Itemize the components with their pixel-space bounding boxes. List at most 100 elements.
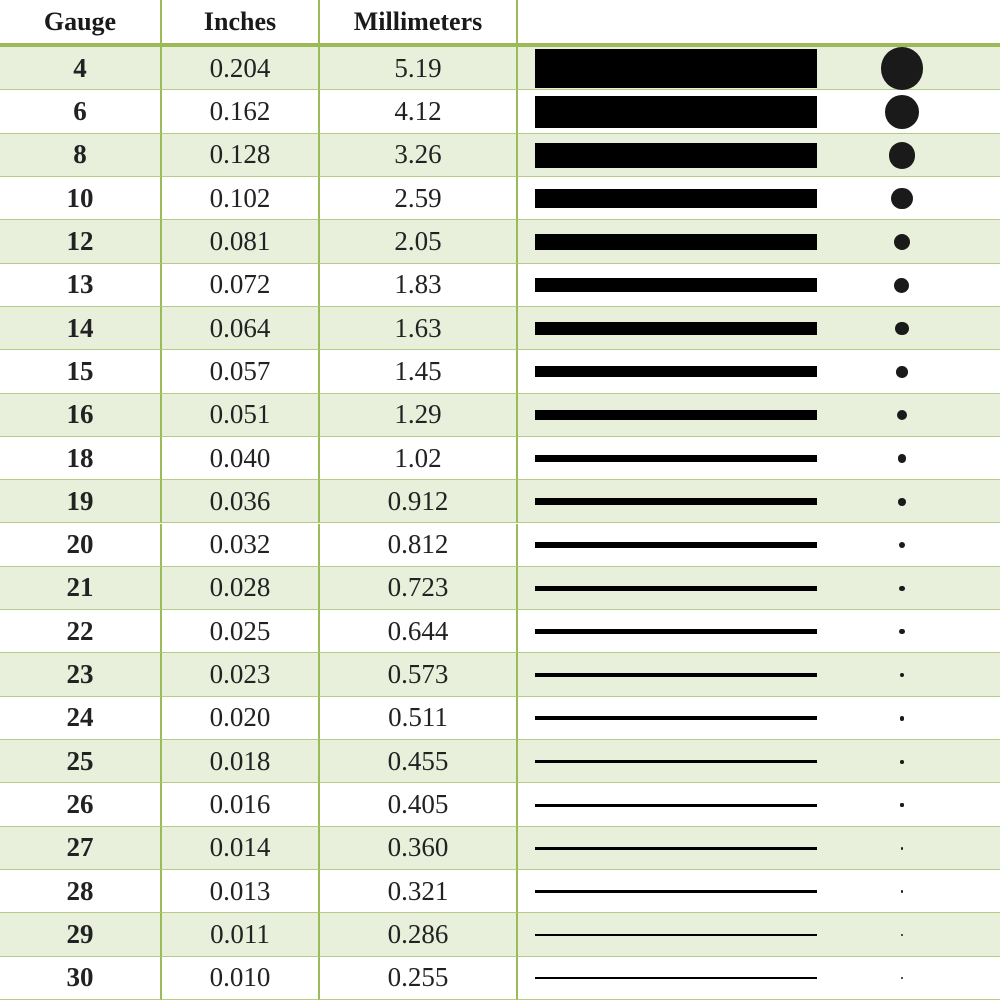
- wire-dot: [900, 846, 904, 850]
- value-cell: [518, 220, 1000, 264]
- gauge-cell: 29: [0, 913, 162, 957]
- value-cell: 1.29: [320, 393, 518, 437]
- value-cell: 0.255: [320, 956, 518, 1000]
- value-cell: 2.05: [320, 220, 518, 264]
- wire-bar: [535, 542, 817, 549]
- wire-bar: [535, 48, 817, 89]
- value-cell: 0.036: [162, 480, 320, 524]
- value-cell: 0.102: [162, 176, 320, 221]
- value-cell: [518, 307, 1000, 351]
- wire-bar: [535, 454, 817, 463]
- value-cell: 0.128: [162, 133, 320, 177]
- wire-dot: [900, 933, 904, 937]
- gauge-cell: 10: [0, 176, 162, 221]
- row-band: [0, 220, 1000, 264]
- wire-bar: [535, 890, 817, 893]
- value-cell: 0.912: [320, 480, 518, 524]
- gauge-cell: 20: [0, 523, 162, 567]
- wire-dot: [900, 803, 904, 807]
- value-cell: 0.286: [320, 913, 518, 957]
- value-cell: 0.812: [320, 523, 518, 567]
- wire-bar: [535, 96, 817, 128]
- wire-dot: [896, 365, 908, 378]
- value-cell: 2.59: [320, 176, 518, 221]
- wire-dot: [880, 47, 924, 90]
- wire-dot: [898, 498, 906, 506]
- wire-bar: [535, 847, 817, 850]
- header-cell: Millimeters: [320, 0, 518, 47]
- value-cell: 0.023: [162, 653, 320, 697]
- value-cell: [518, 740, 1000, 784]
- value-cell: [518, 957, 1000, 1000]
- row-band: [0, 306, 1000, 351]
- gauge-cell: 4: [0, 47, 162, 91]
- value-cell: [518, 134, 1000, 177]
- value-cell: 0.081: [162, 220, 320, 264]
- wire-bar: [535, 410, 817, 421]
- gauge-cell: 8: [0, 133, 162, 177]
- wire-bar: [535, 142, 817, 168]
- wire-bar: [535, 322, 817, 335]
- gauge-cell: 16: [0, 393, 162, 437]
- value-cell: [518, 567, 1000, 611]
- value-cell: [518, 350, 1000, 394]
- value-cell: 0.016: [162, 783, 320, 827]
- gauge-cell: 21: [0, 566, 162, 611]
- gauge-cell: 22: [0, 610, 162, 654]
- value-cell: 0.723: [320, 566, 518, 611]
- gauge-cell: 26: [0, 783, 162, 827]
- gauge-cell: 28: [0, 870, 162, 914]
- value-cell: 0.321: [320, 870, 518, 914]
- wire-bar: [535, 366, 817, 378]
- value-cell: [518, 653, 1000, 697]
- wire-bar: [535, 498, 817, 506]
- gauge-cell: 18: [0, 436, 162, 481]
- gauge-cell: 12: [0, 220, 162, 264]
- value-cell: [518, 610, 1000, 654]
- value-cell: [518, 177, 1000, 221]
- wire-dot: [899, 716, 905, 721]
- gauge-cell: 6: [0, 90, 162, 134]
- value-cell: [518, 480, 1000, 524]
- wire-dot: [900, 759, 904, 764]
- row-band: [0, 47, 1000, 91]
- row-band: [0, 566, 1000, 611]
- value-cell: [518, 264, 1000, 307]
- value-cell: 4.12: [320, 90, 518, 134]
- value-cell: 1.02: [320, 436, 518, 481]
- value-cell: 0.051: [162, 393, 320, 437]
- value-cell: 0.360: [320, 826, 518, 871]
- value-cell: 0.072: [162, 263, 320, 307]
- wire-dot: [888, 141, 916, 169]
- gauge-cell: 23: [0, 653, 162, 697]
- value-cell: 0.014: [162, 826, 320, 871]
- wire-dot: [897, 454, 907, 463]
- value-cell: [518, 47, 1000, 91]
- header-cell: Inches: [162, 0, 320, 47]
- wire-bar: [535, 716, 817, 721]
- value-cell: [518, 697, 1000, 741]
- value-cell: 0.025: [162, 610, 320, 654]
- gauge-cell: 25: [0, 740, 162, 784]
- value-cell: 5.19: [320, 47, 518, 91]
- wire-dot: [896, 409, 908, 421]
- value-cell: 0.057: [162, 350, 320, 394]
- value-cell: 0.573: [320, 653, 518, 697]
- value-cell: [518, 90, 1000, 134]
- value-cell: 1.83: [320, 263, 518, 307]
- header-cell: [518, 0, 1000, 47]
- wire-dot: [900, 890, 904, 893]
- value-cell: 0.018: [162, 740, 320, 784]
- gauge-cell: 27: [0, 826, 162, 871]
- wire-dot: [894, 277, 910, 293]
- value-cell: 0.011: [162, 913, 320, 957]
- value-cell: 0.013: [162, 870, 320, 914]
- value-cell: [518, 827, 1000, 871]
- wire-dot: [899, 629, 905, 635]
- row-band: [0, 480, 1000, 524]
- gauge-cell: 15: [0, 350, 162, 394]
- value-cell: 0.405: [320, 783, 518, 827]
- gauge-cell: 19: [0, 480, 162, 524]
- gauge-cell: 13: [0, 263, 162, 307]
